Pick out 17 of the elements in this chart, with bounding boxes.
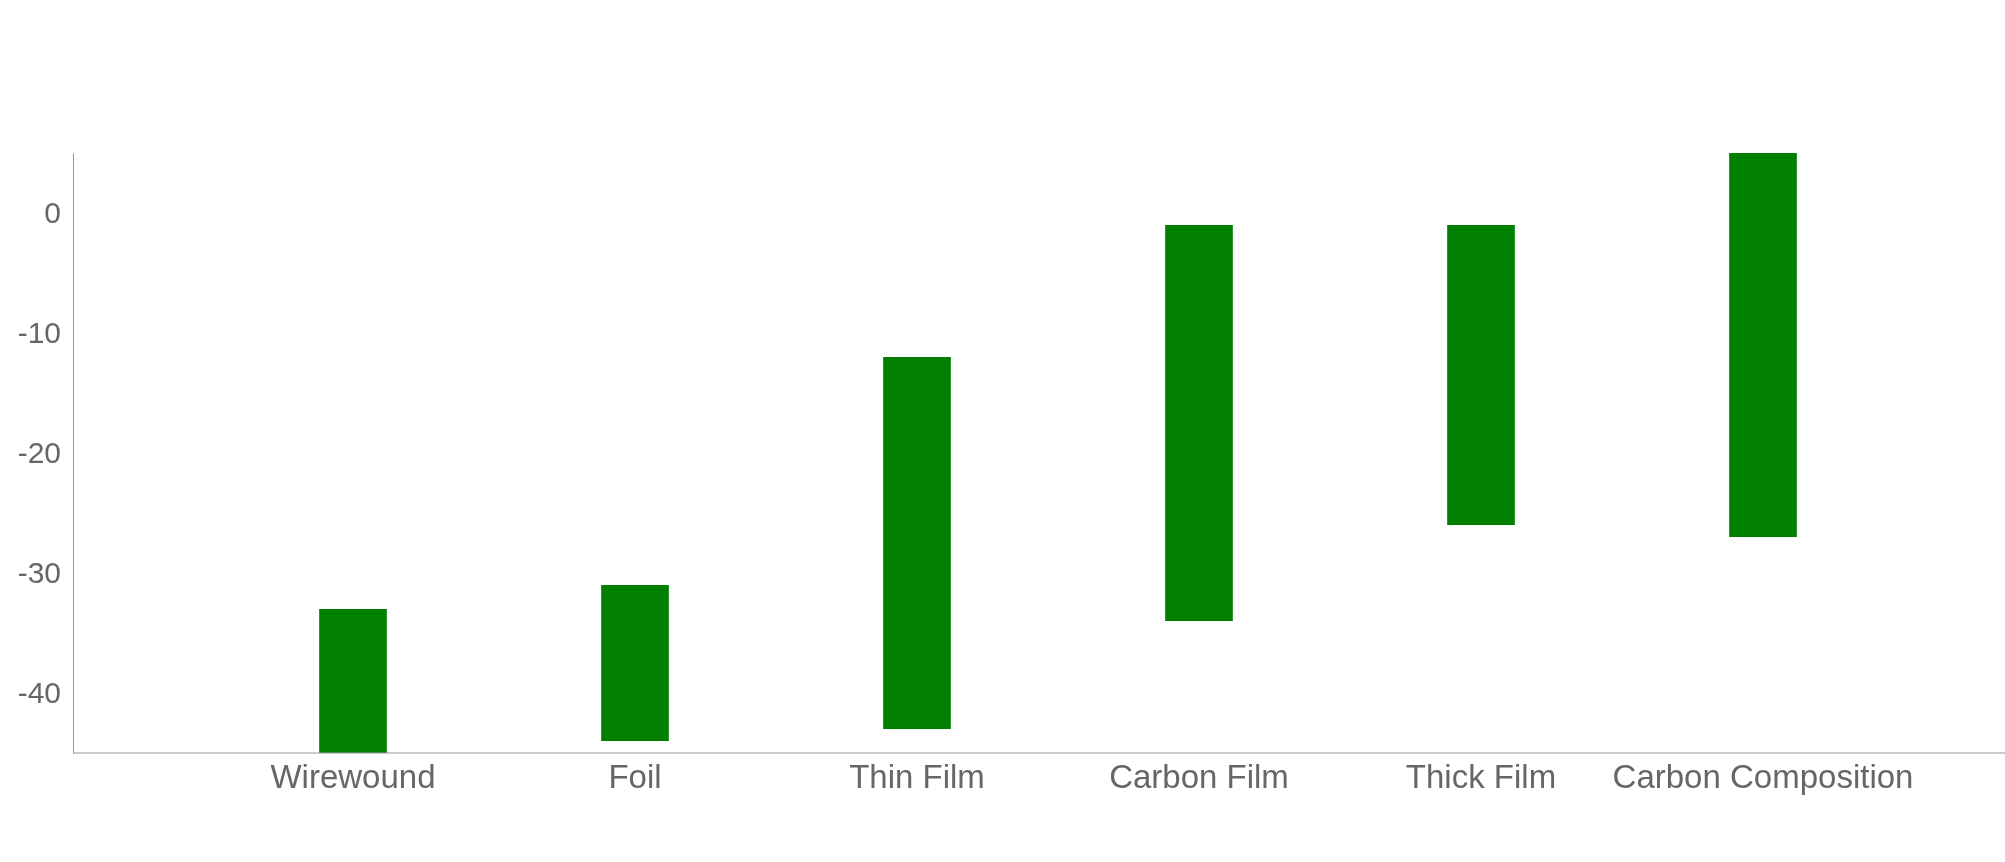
- y-tick-label: -40: [17, 676, 61, 710]
- x-tick-label: Foil: [608, 758, 662, 796]
- bar: [601, 585, 669, 741]
- x-tick-label: Carbon Composition: [1612, 758, 1914, 796]
- bar: [1447, 225, 1515, 525]
- bar: [883, 357, 951, 729]
- bar: [1165, 225, 1233, 621]
- x-tick-label: Thick Film: [1405, 758, 1557, 796]
- bar: [1729, 153, 1797, 537]
- y-tick-label: 0: [44, 196, 61, 230]
- x-tick-label: Thin Film: [849, 758, 985, 796]
- y-tick-label: -30: [17, 556, 61, 590]
- bar: [319, 609, 387, 753]
- x-tick-label: Wirewound: [270, 758, 436, 796]
- y-tick-label: -10: [17, 316, 61, 350]
- y-tick-label: -20: [17, 436, 61, 470]
- x-tick-label: Carbon Film: [1109, 758, 1289, 796]
